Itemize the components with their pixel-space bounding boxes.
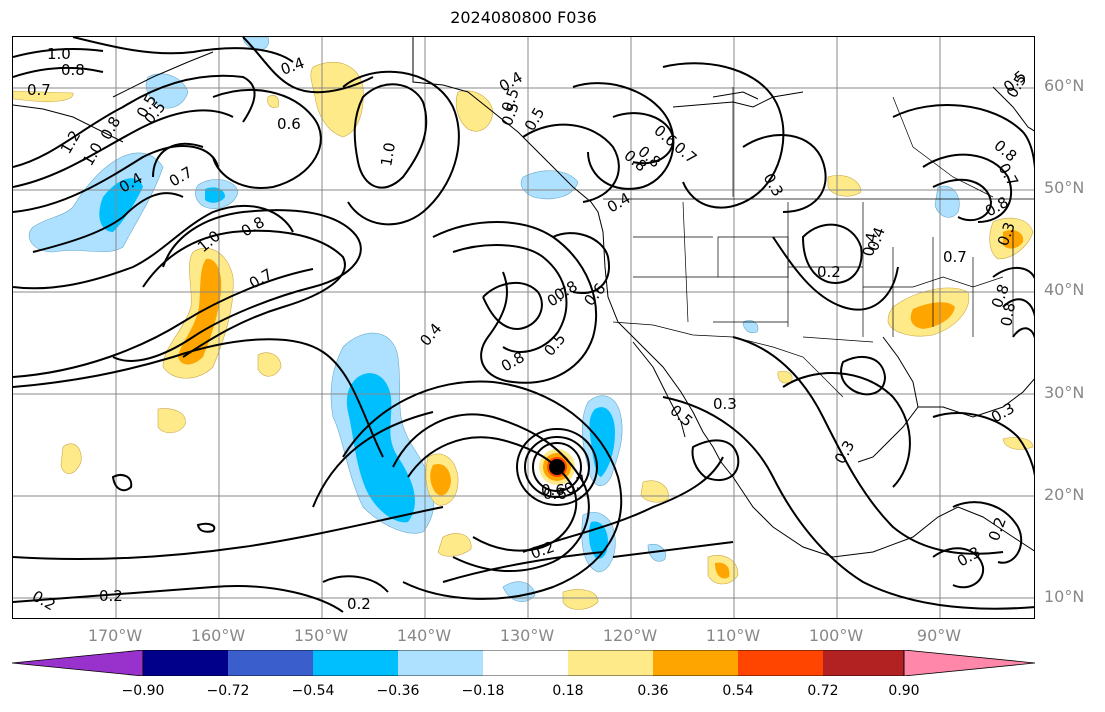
contour-label: 0.6: [541, 481, 565, 499]
colorbar-bin: [738, 650, 823, 676]
lon-label: 120°W: [602, 626, 658, 645]
contour-label: 0.8: [238, 213, 268, 241]
colorbar-bin: [823, 650, 904, 676]
contour-label: 0.3: [760, 170, 788, 200]
contour-label: 1.0: [47, 45, 71, 63]
colorbar-bin: [313, 650, 398, 676]
contour-label: 0.6: [580, 280, 609, 310]
contour-label: 0.7: [995, 160, 1023, 190]
colorbar-extension-max: [903, 650, 1036, 676]
colorbar-tick-label: −0.18: [461, 683, 505, 699]
colorbar-bin: [143, 650, 228, 676]
colorbar-bin: [398, 650, 483, 676]
contour-label: 0.2: [347, 595, 371, 613]
contour-label: 0.3: [988, 399, 1018, 427]
map-title: 2024080800 F036: [450, 8, 597, 27]
contour-label: 0.2: [29, 587, 59, 615]
coastlines: [13, 37, 1034, 558]
contour-label: 0.5: [521, 104, 549, 134]
contour-label: 0.8: [997, 301, 1019, 328]
contour-label: 0.8: [982, 193, 1012, 221]
contour-label: 1.0: [79, 139, 107, 169]
contour-label: 0.4: [278, 54, 307, 79]
contour-label: 0.8: [61, 61, 85, 79]
lat-label: 60°N: [1044, 76, 1085, 95]
colorbar-bin: [653, 650, 738, 676]
colorbar-bin: [228, 650, 313, 676]
colorbar-tick-label: −0.54: [291, 683, 335, 699]
contour-label: 0.6: [543, 485, 567, 503]
contour-label: 0.2: [985, 515, 1010, 544]
contour-label: 0.7: [27, 81, 51, 99]
contour-label: 0.3: [713, 395, 737, 413]
contour-label: 0.8: [990, 136, 1020, 165]
contour-label: 0.2: [99, 587, 123, 605]
colorbar-tick-label: −0.90: [121, 683, 165, 699]
colorbar-tick-label: 0.18: [552, 683, 584, 699]
lat-label: 10°N: [1044, 587, 1085, 606]
colorbar: [12, 650, 1036, 676]
lon-label: 100°W: [808, 626, 864, 645]
contour-label: 0.4: [604, 189, 634, 217]
lat-label: 50°N: [1044, 178, 1085, 197]
contour-label: 0.4: [864, 225, 889, 254]
colorbar-tick-label: 0.72: [807, 683, 839, 699]
contour-label: 0.7: [166, 163, 196, 191]
lat-label: 20°N: [1044, 485, 1085, 504]
map-canvas: 1.0 0.8 0.7 0.4 0.6 0.5 1.2 1.0 0.8 0.5 …: [13, 37, 1034, 618]
colorbar-tick-label: −0.36: [376, 683, 420, 699]
lon-label: 110°W: [705, 626, 761, 645]
colorbar-bin: [483, 650, 568, 676]
contour-label: 0.4: [416, 320, 445, 350]
lat-label: 30°N: [1044, 383, 1085, 402]
colorbar-bin: [568, 650, 653, 676]
storm-center-marker: [549, 459, 565, 475]
contour-label: 0.7: [943, 248, 967, 266]
lat-label: 40°N: [1044, 280, 1085, 299]
contour-label: 0.5: [540, 330, 569, 360]
lon-label: 160°W: [190, 626, 246, 645]
contour-label: 0.2: [817, 263, 841, 281]
colorbar-tick-label: 0.36: [637, 683, 669, 699]
lon-label: 140°W: [396, 626, 452, 645]
contour-label: 1.0: [377, 141, 399, 168]
contour-label: 0.3: [954, 543, 984, 571]
lon-label: 170°W: [87, 626, 143, 645]
map-panel: 1.0 0.8 0.7 0.4 0.6 0.5 1.2 1.0 0.8 0.5 …: [12, 36, 1035, 619]
contour-lines: [13, 37, 1034, 613]
contour-label: 0.4: [859, 231, 881, 258]
lon-label: 90°W: [916, 626, 962, 645]
colorbar-tick-label: 0.90: [888, 683, 920, 699]
colorbar-tick-label: 0.54: [722, 683, 754, 699]
colorbar-extension-min: [12, 650, 144, 676]
lon-label: 130°W: [499, 626, 555, 645]
contour-label-group: 1.0 0.8 0.7 0.4 0.6 0.5 1.2 1.0 0.8 0.5 …: [27, 45, 1030, 614]
colorbar-tick-label: −0.72: [206, 683, 250, 699]
contour-label: 0.6: [277, 115, 301, 133]
lon-label: 150°W: [293, 626, 349, 645]
